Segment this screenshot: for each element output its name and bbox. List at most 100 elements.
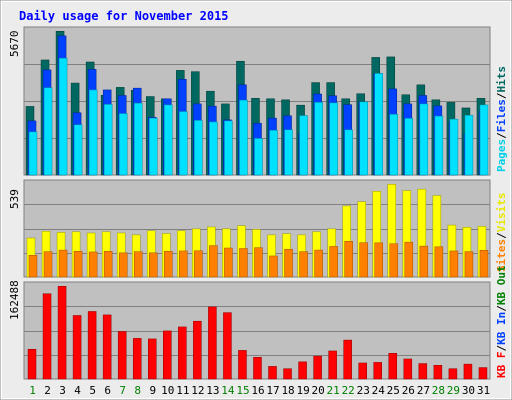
day-label-27: 27: [417, 384, 430, 397]
plot-area: [23, 26, 491, 380]
bar-sites-day-15: [239, 248, 248, 278]
day-label-25: 25: [387, 384, 400, 397]
bar-pages-day-30: [464, 115, 474, 176]
bar-kbf-day-18: [283, 368, 292, 380]
day-label-8: 8: [134, 384, 141, 397]
bar-sites-day-12: [194, 250, 203, 278]
legend-visits: Visits: [495, 193, 508, 233]
legend-kbout: KB Out: [495, 265, 508, 305]
bar-sites-day-1: [28, 255, 38, 278]
top-scale-label: 5670: [8, 31, 21, 58]
bar-kbf-day-26: [403, 358, 413, 380]
day-label-2: 2: [44, 384, 51, 397]
bar-sites-day-26: [404, 241, 414, 278]
legend-hits: Hits: [495, 66, 508, 93]
middle-legend: Sites/Visits: [495, 193, 508, 273]
legend-sep-4: /: [495, 345, 508, 352]
bar-sites-day-10: [164, 251, 173, 278]
bar-kbf-day-23: [358, 362, 367, 380]
legend-sep-2: /: [495, 92, 508, 99]
legend-kbin: KB In: [495, 312, 508, 345]
bar-sites-day-3: [58, 249, 68, 278]
day-label-5: 5: [89, 384, 96, 397]
day-label-12: 12: [191, 384, 204, 397]
bar-kbf-day-31: [478, 367, 488, 380]
bar-kbf-day-8: [132, 338, 142, 380]
bar-sites-day-17: [269, 255, 278, 278]
day-label-4: 4: [74, 384, 81, 397]
bar-sites-day-5: [88, 251, 98, 278]
top-legend: Pages/Files/Hits: [495, 66, 508, 172]
chart-title: Daily usage for November 2015: [19, 9, 229, 23]
day-label-26: 26: [402, 384, 415, 397]
bar-kbf-day-2: [42, 293, 52, 380]
day-label-23: 23: [357, 384, 370, 397]
day-label-29: 29: [447, 384, 460, 397]
bar-sites-day-25: [389, 243, 399, 278]
bar-sites-day-14: [224, 247, 233, 278]
bar-kbf-day-24: [373, 362, 382, 380]
bar-kbf-day-22: [343, 339, 352, 380]
day-label-16: 16: [251, 384, 264, 397]
bar-sites-day-20: [314, 249, 323, 278]
bar-sites-day-19: [299, 251, 308, 278]
legend-kbf: KB F: [495, 352, 508, 379]
bar-pages-day-23: [359, 101, 368, 176]
bar-sites-day-16: [254, 247, 263, 278]
bar-pages-day-31: [479, 104, 489, 176]
day-label-19: 19: [296, 384, 309, 397]
bar-sites-day-18: [284, 248, 293, 278]
day-label-10: 10: [161, 384, 174, 397]
bar-pages-day-28: [434, 115, 444, 176]
bar-pages-day-3: [58, 57, 68, 176]
bar-sites-day-31: [479, 250, 489, 278]
bar-kbf-day-11: [178, 326, 187, 380]
bar-pages-day-22: [344, 129, 353, 176]
bar-kbf-day-1: [27, 348, 37, 380]
panel-bottom: [23, 281, 491, 380]
day-label-6: 6: [104, 384, 111, 397]
bar-kbf-day-17: [268, 366, 277, 380]
bar-pages-day-4: [73, 124, 83, 176]
bar-pages-day-9: [149, 117, 158, 176]
bar-sites-day-27: [419, 245, 429, 278]
bar-sites-day-11: [179, 250, 188, 278]
bar-kbf-day-10: [163, 330, 172, 380]
bar-kbf-day-29: [448, 368, 458, 380]
bar-kbf-day-4: [72, 315, 82, 380]
bar-pages-day-11: [179, 111, 188, 176]
day-label-1: 1: [29, 384, 36, 397]
bar-pages-day-27: [419, 103, 429, 176]
legend-sep-1: /: [495, 132, 508, 139]
bar-pages-day-21: [329, 102, 338, 176]
day-label-28: 28: [432, 384, 445, 397]
legend-sep-5: /: [495, 305, 508, 312]
bar-pages-day-18: [284, 129, 293, 176]
bar-kbf-day-14: [223, 312, 232, 380]
panel-middle: [23, 179, 491, 278]
bar-pages-day-1: [28, 131, 38, 176]
bar-kbf-day-20: [313, 355, 322, 380]
bar-pages-day-16: [254, 138, 263, 176]
bar-sites-day-24: [374, 242, 383, 278]
bar-kbf-day-9: [148, 338, 157, 380]
day-label-20: 20: [312, 384, 325, 397]
bar-sites-day-2: [43, 251, 53, 278]
day-label-7: 7: [119, 384, 126, 397]
bar-sites-day-30: [464, 251, 474, 278]
bar-sites-day-28: [434, 246, 444, 278]
bar-kbf-day-21: [328, 350, 337, 380]
bar-pages-day-5: [88, 89, 98, 176]
day-label-14: 14: [221, 384, 235, 397]
day-axis: 1 2 3 4 5 6 7 8 9 10 11 12 13 14 15 16 17 18 19 20 21 22 23 24 2…: [29, 384, 490, 397]
day-label-17: 17: [266, 384, 279, 397]
bar-pages-day-13: [209, 121, 218, 176]
bar-pages-day-19: [299, 115, 308, 176]
bar-kbf-day-6: [102, 314, 112, 380]
bar-pages-day-29: [449, 118, 459, 176]
bar-pages-day-6: [103, 104, 113, 176]
bar-sites-day-29: [449, 250, 459, 278]
bar-kbf-day-28: [433, 365, 443, 380]
